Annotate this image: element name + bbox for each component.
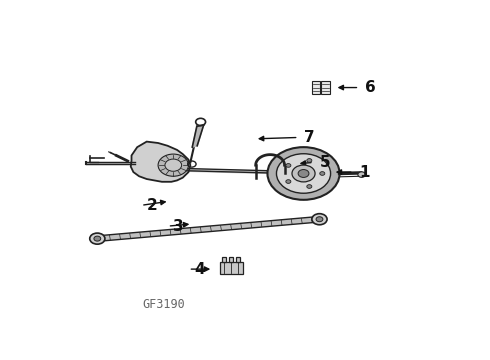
Circle shape: [312, 214, 327, 225]
Circle shape: [165, 159, 182, 171]
Circle shape: [286, 180, 291, 183]
Circle shape: [298, 170, 309, 177]
Polygon shape: [192, 125, 204, 147]
Bar: [321, 81, 330, 94]
Text: 6: 6: [365, 80, 376, 95]
Circle shape: [94, 236, 101, 241]
Circle shape: [292, 165, 315, 182]
Circle shape: [307, 185, 312, 188]
Bar: [236, 257, 241, 262]
Circle shape: [268, 147, 340, 200]
Circle shape: [286, 163, 291, 167]
Circle shape: [90, 233, 105, 244]
Text: 7: 7: [304, 130, 315, 145]
Text: 5: 5: [319, 155, 330, 170]
Circle shape: [158, 154, 189, 176]
Text: 4: 4: [194, 262, 205, 276]
Text: 2: 2: [147, 198, 157, 213]
Circle shape: [307, 159, 312, 162]
Circle shape: [276, 154, 331, 193]
Bar: [312, 81, 320, 94]
Polygon shape: [131, 141, 190, 182]
Bar: [229, 257, 233, 262]
Bar: [220, 262, 243, 274]
Text: 3: 3: [173, 219, 184, 234]
Bar: [221, 257, 226, 262]
Text: 1: 1: [359, 165, 370, 180]
Polygon shape: [97, 216, 320, 241]
Text: GF3190: GF3190: [143, 298, 185, 311]
Circle shape: [358, 172, 366, 177]
Circle shape: [320, 172, 325, 175]
Circle shape: [316, 217, 323, 222]
